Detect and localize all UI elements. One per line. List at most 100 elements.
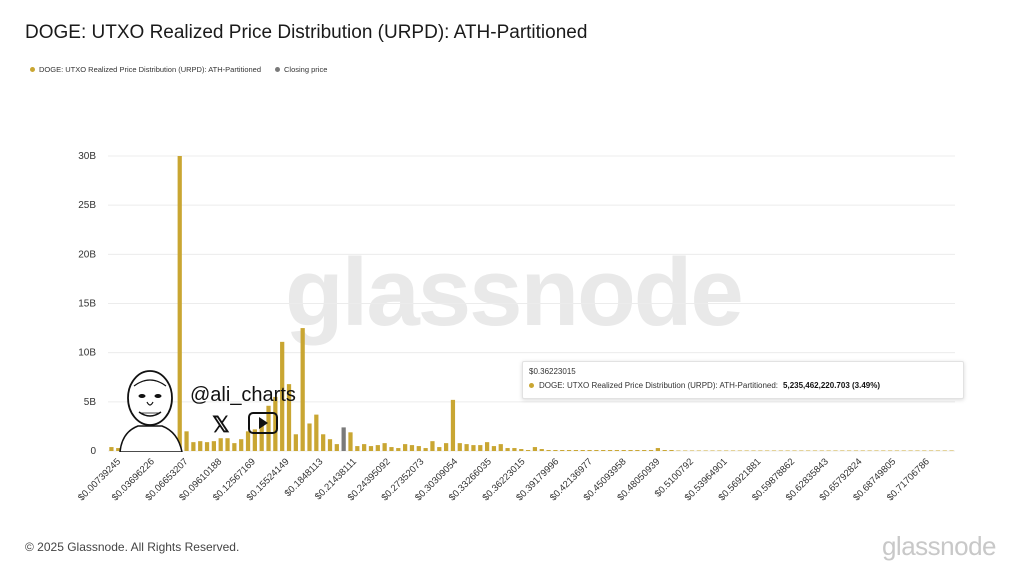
bar[interactable] [409,445,415,451]
bar[interactable] [321,434,326,451]
bar[interactable] [792,450,797,452]
bar[interactable] [662,450,667,451]
bar[interactable] [703,450,708,452]
bar[interactable] [198,441,203,451]
bar[interactable] [259,425,264,451]
bar[interactable] [396,448,401,451]
bar[interactable] [546,450,551,451]
bar[interactable] [799,450,804,452]
bar[interactable] [491,446,497,451]
bar[interactable] [307,423,312,451]
bar[interactable] [525,450,531,451]
bar[interactable] [191,442,196,451]
bar[interactable] [724,450,729,452]
bar[interactable] [225,438,230,451]
bar[interactable] [901,450,906,452]
bar[interactable] [806,450,811,452]
bar[interactable] [710,450,715,452]
bar[interactable] [819,450,824,452]
bar[interactable] [860,450,865,452]
bar[interactable] [484,442,490,451]
bar[interactable] [778,450,783,452]
bar[interactable] [887,450,893,452]
bar[interactable] [853,450,859,452]
bar[interactable] [785,450,790,452]
bar[interactable] [744,450,749,452]
bar[interactable] [327,439,333,451]
bar[interactable] [286,384,292,451]
bar[interactable] [765,450,770,452]
bar[interactable] [737,450,742,452]
bar[interactable] [478,445,483,451]
bar[interactable] [607,450,613,451]
bar[interactable] [566,450,572,451]
youtube-icon[interactable] [247,412,278,434]
bar[interactable] [437,447,442,451]
bar[interactable] [464,444,469,451]
bar[interactable] [232,443,237,451]
bar[interactable] [553,450,558,451]
bar[interactable] [942,450,947,452]
bar[interactable] [812,450,818,452]
bar[interactable] [177,156,182,451]
bar[interactable] [457,443,462,451]
legend-item-urpd[interactable]: DOGE: UTXO Realized Price Distribution (… [30,65,261,74]
bar[interactable] [655,448,660,451]
bar[interactable] [669,450,674,451]
bar[interactable] [334,444,339,451]
bar[interactable] [867,450,872,452]
bar[interactable] [847,450,852,452]
bar[interactable] [280,341,285,451]
bar[interactable] [689,450,695,452]
bar[interactable] [881,450,886,452]
bar[interactable] [423,448,428,451]
bar[interactable] [628,450,633,451]
bar[interactable] [908,450,913,452]
bar[interactable] [184,431,189,451]
bar[interactable] [614,450,620,451]
bar[interactable] [382,443,387,451]
bar[interactable] [642,450,647,451]
bar[interactable] [683,450,688,452]
closing-price-bar[interactable] [341,427,346,451]
bar[interactable] [717,450,722,452]
bar[interactable] [935,450,941,452]
bar[interactable] [416,446,421,451]
bar[interactable] [751,450,756,452]
bar[interactable] [368,446,374,451]
bar[interactable] [730,450,736,452]
bar[interactable] [833,450,838,452]
legend-item-closing-price[interactable]: Closing price [275,65,327,74]
bar[interactable] [635,450,640,451]
bar[interactable] [403,444,408,451]
bar[interactable] [389,447,394,451]
bar[interactable] [362,444,367,451]
bar[interactable] [539,449,544,451]
bar[interactable] [648,450,654,451]
bar[interactable] [840,450,845,452]
bar[interactable] [505,448,510,451]
bar[interactable] [443,443,449,451]
bar[interactable] [252,429,257,451]
bar[interactable] [580,450,585,451]
bar[interactable] [560,450,565,451]
bar[interactable] [211,441,216,451]
bar[interactable] [758,450,763,452]
bar[interactable] [696,450,701,452]
bar[interactable] [314,414,319,451]
bar[interactable] [874,450,879,452]
bar[interactable] [430,441,435,451]
bar[interactable] [915,450,920,452]
bar[interactable] [922,450,927,452]
bar[interactable] [471,445,476,451]
bar[interactable] [116,448,121,451]
bar[interactable] [204,442,210,451]
bar[interactable] [266,405,271,451]
bar[interactable] [676,450,681,452]
bar[interactable] [109,447,114,451]
bar[interactable] [621,450,626,451]
bar[interactable] [771,450,777,452]
bar[interactable] [532,447,538,451]
bar[interactable] [293,434,298,451]
bar[interactable] [601,450,606,451]
